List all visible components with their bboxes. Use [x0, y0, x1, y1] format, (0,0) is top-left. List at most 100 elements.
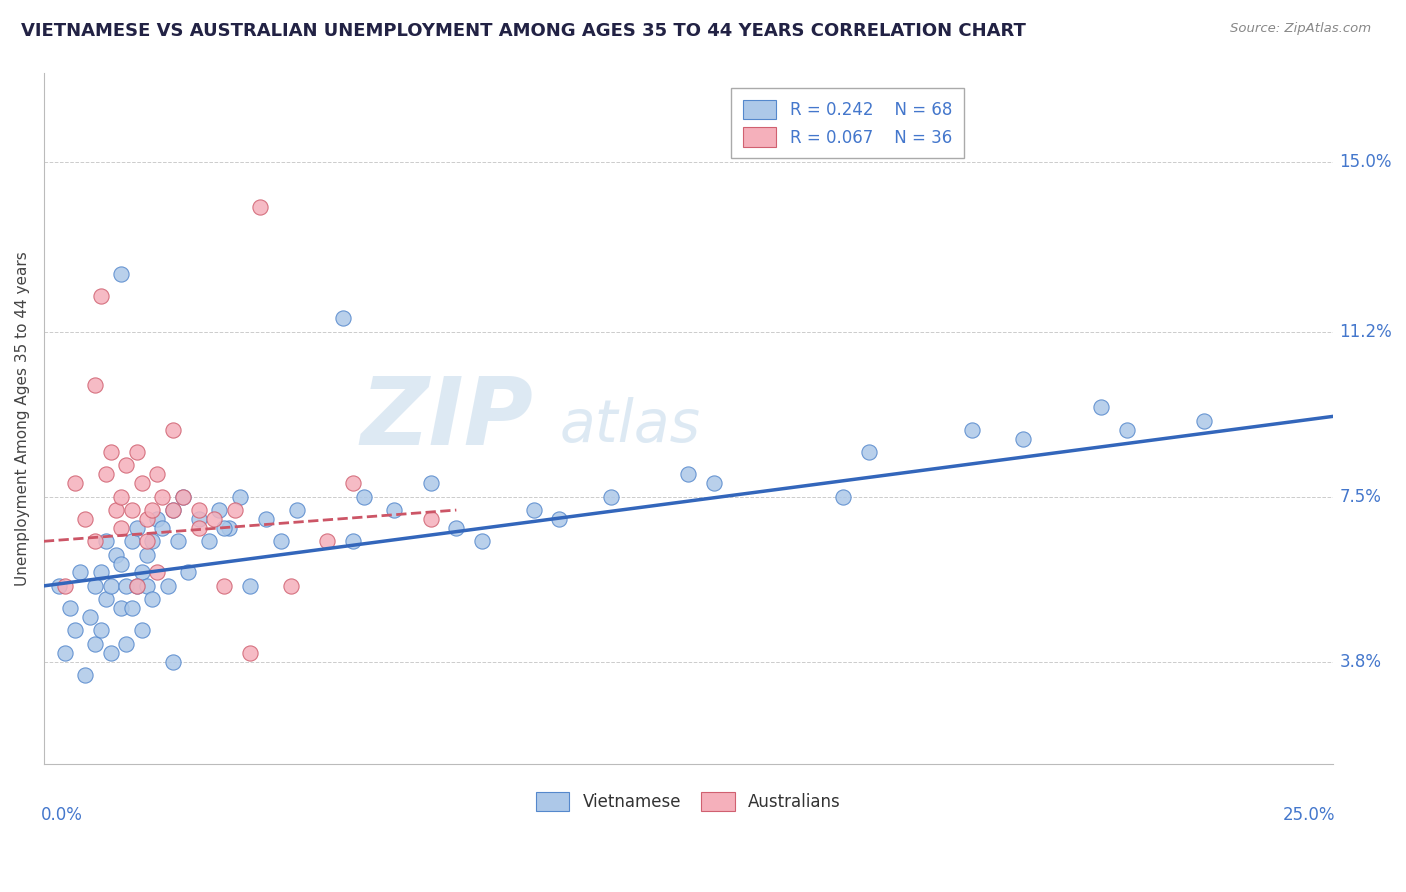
Point [548, 512, 571, 526]
Point [214, 579, 236, 593]
Point [110, 601, 132, 615]
Point [94, 592, 117, 607]
Point [353, 490, 375, 504]
Point [84, 579, 107, 593]
Point [100, 579, 122, 593]
Point [229, 490, 252, 504]
Text: 3.8%: 3.8% [1340, 653, 1381, 671]
Point [177, 566, 200, 580]
Point [162, 503, 184, 517]
Legend: Vietnamese, Australians: Vietnamese, Australians [530, 786, 848, 818]
Point [152, 521, 174, 535]
Point [172, 490, 194, 504]
Point [84, 378, 107, 392]
Point [136, 512, 159, 526]
Point [94, 467, 117, 482]
Point [79, 610, 101, 624]
Point [100, 646, 122, 660]
Point [53, 579, 76, 593]
Point [146, 467, 169, 482]
Point [600, 490, 623, 504]
Point [446, 521, 468, 535]
Point [63, 476, 86, 491]
Point [858, 445, 880, 459]
Text: 25.0%: 25.0% [1282, 805, 1336, 823]
Point [115, 579, 138, 593]
Point [156, 579, 179, 593]
Point [141, 592, 163, 607]
Point [110, 490, 132, 504]
Point [285, 503, 308, 517]
Point [146, 566, 169, 580]
Point [63, 624, 86, 638]
Point [136, 548, 159, 562]
Point [214, 521, 236, 535]
Point [131, 476, 153, 491]
Point [90, 566, 112, 580]
Point [110, 521, 132, 535]
Point [342, 476, 364, 491]
Point [419, 512, 441, 526]
Text: 7.5%: 7.5% [1340, 488, 1381, 506]
Text: atlas: atlas [560, 397, 700, 454]
Point [110, 557, 132, 571]
Point [1012, 432, 1035, 446]
Point [162, 655, 184, 669]
Point [202, 512, 225, 526]
Point [75, 512, 97, 526]
Point [121, 534, 143, 549]
Point [832, 490, 855, 504]
Y-axis label: Unemployment Among Ages 35 to 44 years: Unemployment Among Ages 35 to 44 years [15, 252, 30, 586]
Point [136, 579, 159, 593]
Point [105, 503, 128, 517]
Point [218, 521, 240, 535]
Point [523, 503, 546, 517]
Point [141, 503, 163, 517]
Point [136, 534, 159, 549]
Point [69, 566, 91, 580]
Point [678, 467, 700, 482]
Text: ZIP: ZIP [361, 373, 534, 465]
Point [224, 503, 246, 517]
Point [90, 624, 112, 638]
Point [198, 534, 221, 549]
Point [75, 668, 97, 682]
Point [141, 534, 163, 549]
Point [187, 521, 209, 535]
Point [152, 490, 174, 504]
Point [105, 548, 128, 562]
Point [162, 503, 184, 517]
Point [131, 624, 153, 638]
Point [59, 601, 82, 615]
Point [125, 579, 148, 593]
Text: VIETNAMESE VS AUSTRALIAN UNEMPLOYMENT AMONG AGES 35 TO 44 YEARS CORRELATION CHAR: VIETNAMESE VS AUSTRALIAN UNEMPLOYMENT AM… [21, 22, 1026, 40]
Text: 11.2%: 11.2% [1340, 323, 1392, 341]
Point [53, 646, 76, 660]
Point [131, 566, 153, 580]
Point [1115, 423, 1137, 437]
Text: 0.0%: 0.0% [41, 805, 83, 823]
Point [125, 521, 148, 535]
Point [208, 503, 231, 517]
Point [110, 267, 132, 281]
Point [146, 512, 169, 526]
Point [84, 534, 107, 549]
Point [419, 476, 441, 491]
Point [121, 601, 143, 615]
Point [960, 423, 983, 437]
Point [239, 579, 262, 593]
Point [187, 512, 209, 526]
Point [342, 534, 364, 549]
Point [125, 445, 148, 459]
Point [1090, 401, 1112, 415]
Point [270, 534, 292, 549]
Point [254, 512, 277, 526]
Point [249, 200, 271, 214]
Text: Source: ZipAtlas.com: Source: ZipAtlas.com [1230, 22, 1371, 36]
Point [187, 503, 209, 517]
Point [1192, 414, 1215, 428]
Point [239, 646, 262, 660]
Point [162, 423, 184, 437]
Point [84, 637, 107, 651]
Point [94, 534, 117, 549]
